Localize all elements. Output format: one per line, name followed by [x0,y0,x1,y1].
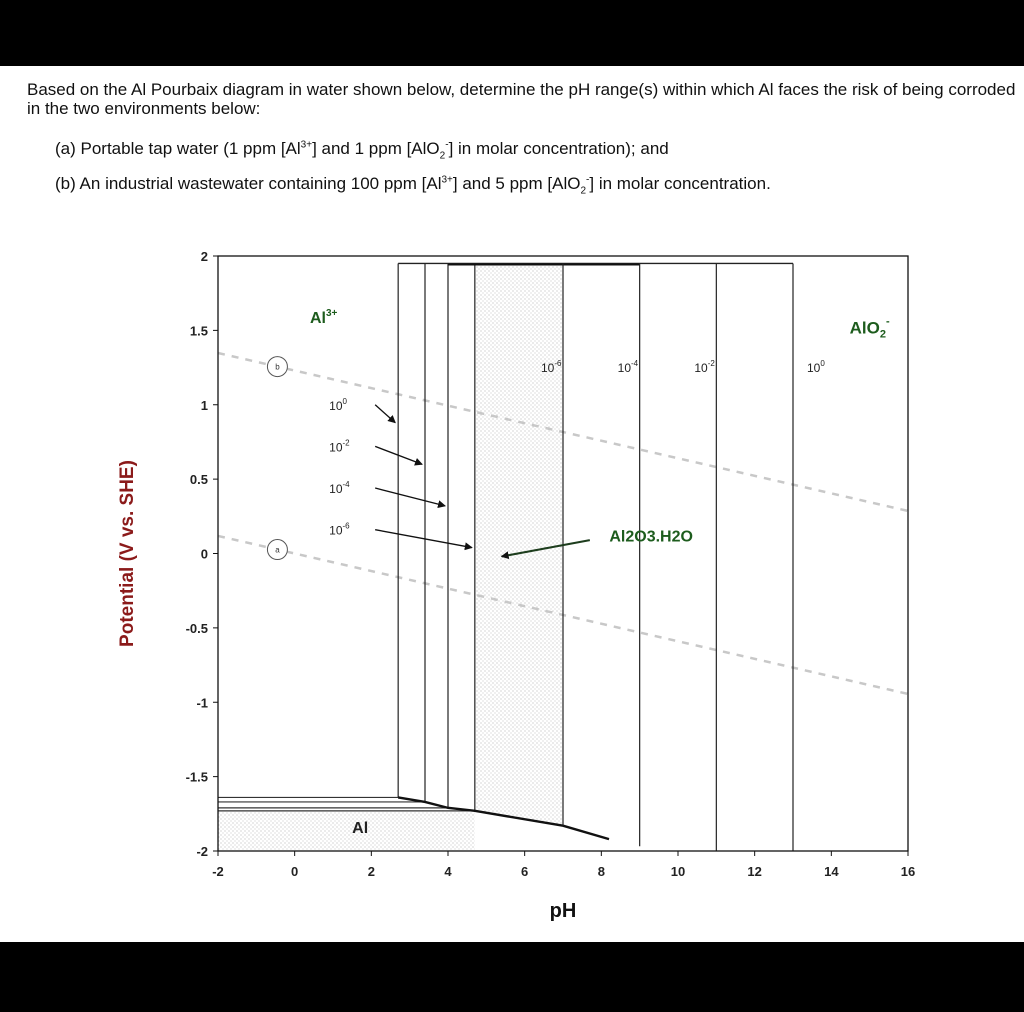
water-line-marker-a [266,539,288,561]
region-label-alumina: Al2O3.H2O [609,529,693,546]
y-tick-label: 0 [201,547,208,562]
y-tick-label: 1.5 [190,323,208,338]
x-tick-label: 14 [824,864,839,879]
part-b-sup2: - [586,174,590,186]
y-tick-label: -2 [196,844,208,859]
question-part-a: (a) Portable tap water (1 ppm [Al3+] and… [55,139,669,162]
x-tick-label: 12 [747,864,761,879]
al3-conc-base: 10 [329,482,343,496]
al3-conc-exp: 0 [343,397,348,406]
x-tick-label: 10 [671,864,685,879]
al3-conc-base: 10 [329,399,343,413]
al3-conc-exp: -2 [343,438,351,447]
y-tick-label: -0.5 [186,621,208,636]
alo2-conc-label: 10-6 [541,359,562,375]
y-tick-label: -1 [196,695,208,710]
part-a-sup2: - [445,139,449,151]
al-passive-slant-line [397,796,610,841]
al3-conc-arrow [375,487,446,509]
al3-conc-arrow [375,529,473,551]
alo2-conc-exp: -2 [708,359,716,368]
part-b-suffix: ] in molar concentration. [589,174,771,193]
al3-conc-label: 10-6 [329,522,350,538]
x-tick-label: 4 [444,864,452,879]
x-tick-label: -2 [212,864,224,879]
alo2-conc-base: 10 [541,361,555,375]
water-line-marker-b [266,356,288,378]
region-label-alo2-sup: - [886,315,890,327]
question-intro: Based on the Al Pourbaix diagram in wate… [27,80,1016,118]
alo2-conc-base: 10 [807,361,821,375]
y-axis-title: Potential (V vs. SHE) [117,460,138,647]
region-label-al: Al [352,820,368,837]
x-axis-title: pH [550,900,577,922]
x-tick-label: 0 [291,864,298,879]
x-tick-label: 16 [901,864,915,879]
part-a-sub1: 2 [439,150,446,162]
y-tick-label: 1 [201,398,208,413]
x-tick-label: 8 [598,864,605,879]
al3-conc-arrow [374,445,423,466]
region-label-alo2-sub: 2 [880,328,886,340]
part-b-mid: ] and 5 ppm [AlO [452,174,581,193]
passive-band-fill [474,263,563,826]
y-tick-label: 0.5 [190,472,208,487]
al3-conc-base: 10 [329,524,343,538]
al3-conc-exp: -6 [343,522,351,531]
alo2-conc-base: 10 [694,361,708,375]
part-a-suffix: ] in molar concentration); and [448,139,669,158]
part-b-prefix: (b) An industrial wastewater containing … [55,174,442,193]
alo2-conc-exp: -4 [631,359,639,368]
content-area: Based on the Al Pourbaix diagram in wate… [0,66,1024,942]
alo2-conc-base: 10 [618,361,632,375]
alumina-arrow [500,539,591,560]
region-label-al3: Al3+ [310,308,338,327]
y-tick-label: -1.5 [186,770,208,785]
question-part-b: (b) An industrial wastewater containing … [55,174,771,197]
al3-conc-base: 10 [329,440,343,454]
water-line-marker-label-a: a [275,546,280,555]
y-tick-label: 2 [201,249,208,264]
region-label-al3-main: Al [310,310,326,327]
part-a-prefix: (a) Portable tap water (1 ppm [Al [55,139,301,158]
x-tick-label: 6 [521,864,528,879]
part-a-sup1: 3+ [300,139,313,151]
alo2-conc-label: 10-2 [694,359,715,375]
alo2-conc-label: 100 [807,359,825,375]
al3-conc-label: 10-4 [329,480,350,496]
alo2-conc-exp: -6 [554,359,562,368]
water-line-marker-label-b: b [275,363,280,372]
part-b-sub1: 2 [580,185,587,197]
region-label-alo2-main: AlO [850,318,880,337]
region-label-al3-sup: 3+ [326,308,338,319]
al3-conc-arrow [374,404,396,424]
al3-conc-label: 10-2 [329,438,350,454]
alo2-conc-label: 10-4 [618,359,639,375]
x-tick-label: 2 [368,864,375,879]
part-a-mid: ] and 1 ppm [AlO [312,139,440,158]
al3-conc-label: 100 [329,397,347,413]
immunity-band-fill [218,810,475,851]
region-label-alo2: AlO2- [850,315,890,340]
alo2-conc-exp: 0 [820,359,825,368]
al3-conc-exp: -4 [343,480,351,489]
part-b-sup1: 3+ [441,174,453,186]
